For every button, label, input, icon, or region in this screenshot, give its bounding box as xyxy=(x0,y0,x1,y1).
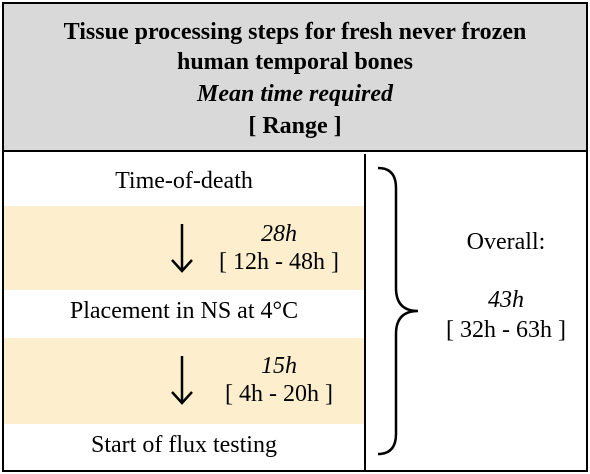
interval-1-times: 28h [ 12h - 48h ] xyxy=(204,220,354,276)
down-arrow-icon xyxy=(171,224,193,273)
step-start-of-flux-testing: Start of flux testing xyxy=(91,432,277,458)
steps-column: Time-of-death 28h [ 12h - 48h ] Placemen… xyxy=(4,154,366,470)
interval-band-1: 28h [ 12h - 48h ] xyxy=(4,206,364,290)
header-subtitle: Mean time required xyxy=(197,81,393,107)
down-arrow-icon xyxy=(171,356,193,405)
overall-label: Overall: xyxy=(466,229,546,255)
interval-1-range: [ 12h - 48h ] xyxy=(219,249,339,275)
step-placement-in-ns: Placement in NS at 4°C xyxy=(69,298,299,324)
header-title-line1: Tissue processing steps for fresh never … xyxy=(63,19,527,45)
interval-2-mean: 15h xyxy=(261,353,297,379)
right-curly-brace-icon xyxy=(377,166,419,456)
table-header: Tissue processing steps for fresh never … xyxy=(4,4,586,152)
interval-2-times: 15h [ 4h - 20h ] xyxy=(204,352,354,408)
header-range-label: [ Range ] xyxy=(248,113,342,139)
interval-band-2: 15h [ 4h - 20h ] xyxy=(4,338,364,424)
interval-1-mean: 28h xyxy=(261,221,297,247)
header-title-line2: human temporal bones xyxy=(176,49,414,75)
interval-2-range: [ 4h - 20h ] xyxy=(225,381,333,407)
overall-column: Overall: 43h [ 32h - 63h ] xyxy=(366,154,586,470)
overall-mean: 43h xyxy=(488,287,524,313)
step-time-of-death: Time-of-death xyxy=(115,168,253,194)
overall-range: [ 32h - 63h ] xyxy=(446,317,566,343)
